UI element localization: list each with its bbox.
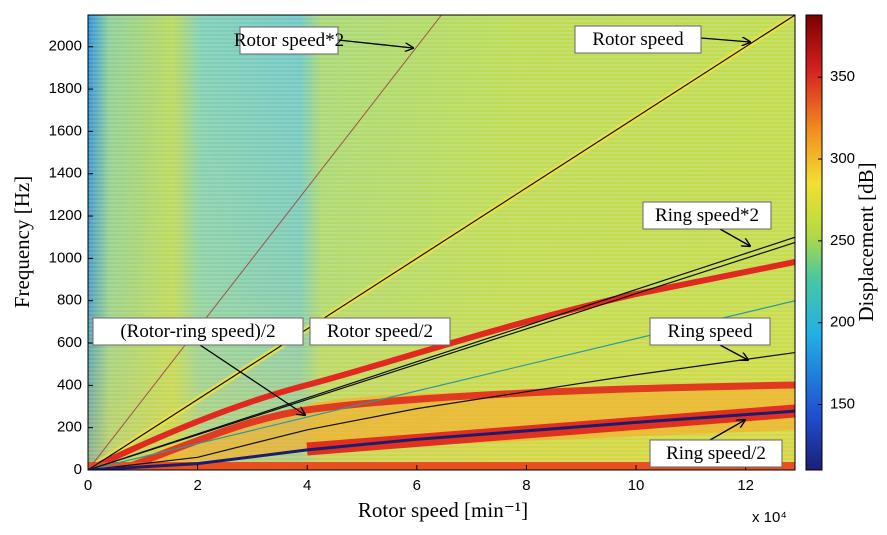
x-tick-label: 0	[84, 477, 92, 494]
annotation-box	[649, 317, 771, 346]
annotation-arrow	[719, 228, 750, 246]
y-tick-label: 400	[57, 376, 82, 393]
y-tick-label: 1000	[49, 249, 82, 266]
series-line	[88, 300, 795, 470]
annotation-box	[649, 439, 783, 468]
y-axis-label: Frequency [Hz]	[10, 176, 34, 308]
annotation-label: Rotor speed*2	[234, 30, 344, 51]
y-tick-label: 2000	[49, 38, 82, 55]
annotation-label: Ring speed	[668, 321, 753, 342]
x-tick-label: 8	[522, 477, 530, 494]
annotation-label: (Rotor-ring speed)/2	[120, 321, 275, 342]
annotation-arrow	[199, 344, 305, 415]
y-tick-label: 200	[57, 419, 82, 436]
series-line	[88, 15, 442, 470]
y-tick-label: 0	[74, 461, 82, 478]
y-tick-label: 800	[57, 292, 82, 309]
colorbar-tick-label: 150	[830, 396, 855, 413]
x-tick-label: 4	[303, 477, 311, 494]
x-tick-label: 10	[628, 477, 645, 494]
colorbar-tick-label: 250	[830, 232, 855, 249]
series-line	[88, 236, 795, 470]
annotation-label: Rotor speed	[592, 29, 684, 50]
colorbar	[805, 14, 823, 471]
annotation-box	[239, 26, 339, 55]
x-axis-label: Rotor speed [min⁻¹]	[358, 498, 528, 522]
annotation-box	[92, 317, 304, 346]
annotation-label: Ring speed/2	[666, 443, 766, 464]
series-line	[88, 351, 795, 470]
y-tick-label: 600	[57, 334, 82, 351]
x-scale-label: x 10⁴	[752, 509, 787, 526]
series-line	[88, 15, 795, 470]
y-tick-label: 1800	[49, 80, 82, 97]
plot-frame	[87, 14, 796, 471]
x-tick-label: 12	[737, 477, 754, 494]
colorbar-tick-label: 350	[830, 68, 855, 85]
series-line	[88, 241, 795, 470]
y-tick-label: 1200	[49, 207, 82, 224]
colorbar-tick-label: 300	[830, 150, 855, 167]
colorbar-label: Displacement [dB]	[854, 162, 878, 321]
colorbar-tick-label: 200	[830, 314, 855, 331]
annotation-arrow	[700, 38, 750, 42]
y-tick-label: 1600	[49, 122, 82, 139]
annotation-arrow	[709, 420, 745, 441]
annotation-box	[574, 25, 702, 54]
x-tick-label: 6	[413, 477, 421, 494]
annotation-arrow	[337, 39, 413, 48]
series-line	[88, 409, 795, 470]
x-tick-label: 2	[193, 477, 201, 494]
annotation-label: Ring speed*2	[655, 205, 759, 226]
annotation-label: Rotor speed/2	[327, 321, 433, 342]
y-tick-label: 1400	[49, 165, 82, 182]
annotation-box	[642, 201, 772, 230]
annotation-box	[309, 317, 451, 346]
annotation-arrow	[719, 344, 748, 360]
